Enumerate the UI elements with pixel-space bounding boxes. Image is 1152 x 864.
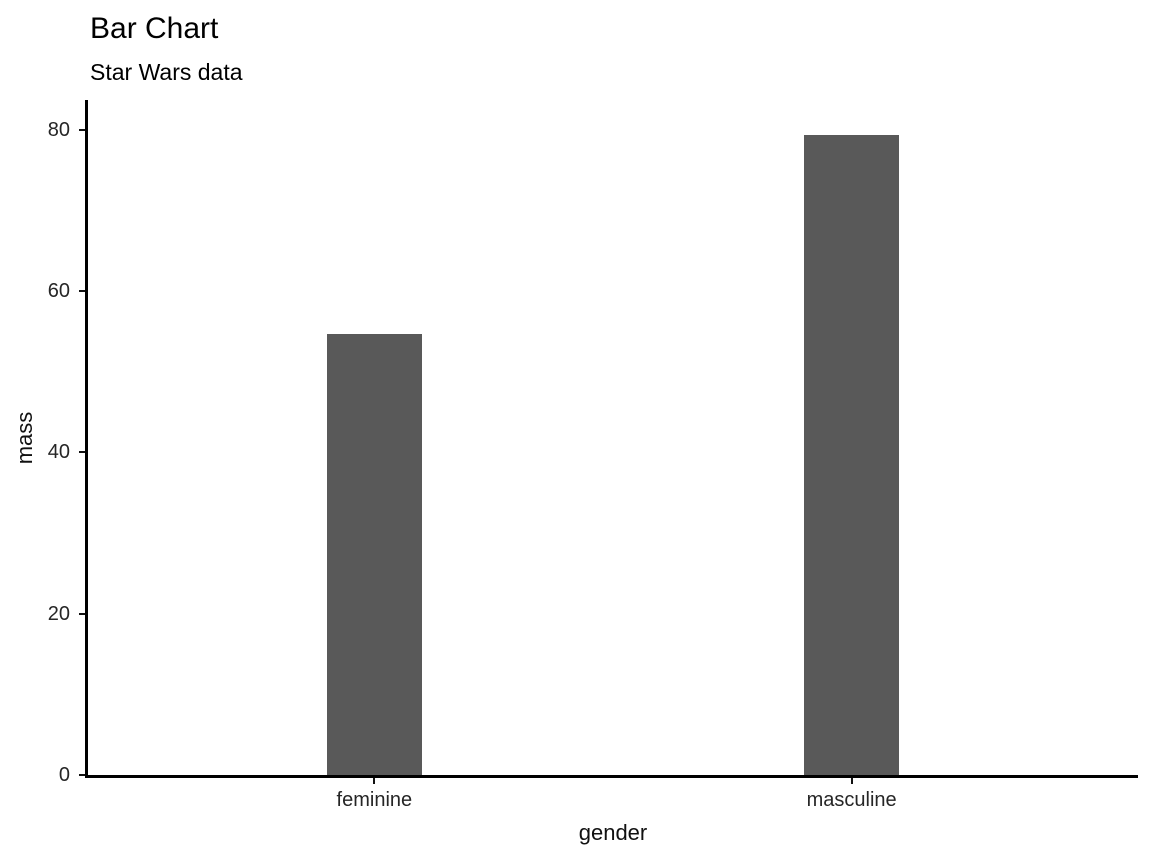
y-tick-mark [79, 128, 85, 131]
x-axis-title: gender [578, 820, 648, 845]
y-tick-label: 20 [47, 602, 70, 625]
y-axis-line [85, 100, 88, 778]
x-axis-line [85, 775, 1138, 778]
chart-subtitle: Star Wars data [90, 59, 243, 85]
x-tick-label-feminine: feminine [336, 789, 413, 811]
y-tick-label: 60 [47, 280, 70, 303]
y-tick-label: 40 [47, 441, 70, 464]
y-tick-label: 80 [47, 118, 70, 141]
bar-feminine [326, 333, 423, 775]
y-tick-mark [79, 451, 85, 454]
bar-masculine [803, 135, 900, 775]
y-tick-mark [79, 774, 85, 776]
chart-title: Bar Chart [90, 12, 219, 45]
x-tick-mark-feminine [373, 778, 376, 784]
x-tick-label-masculine: masculine [806, 789, 897, 811]
y-tick-mark [79, 290, 85, 293]
y-tick-label: 0 [58, 764, 70, 786]
x-tick-mark-masculine [850, 778, 853, 784]
y-tick-mark [79, 612, 85, 615]
